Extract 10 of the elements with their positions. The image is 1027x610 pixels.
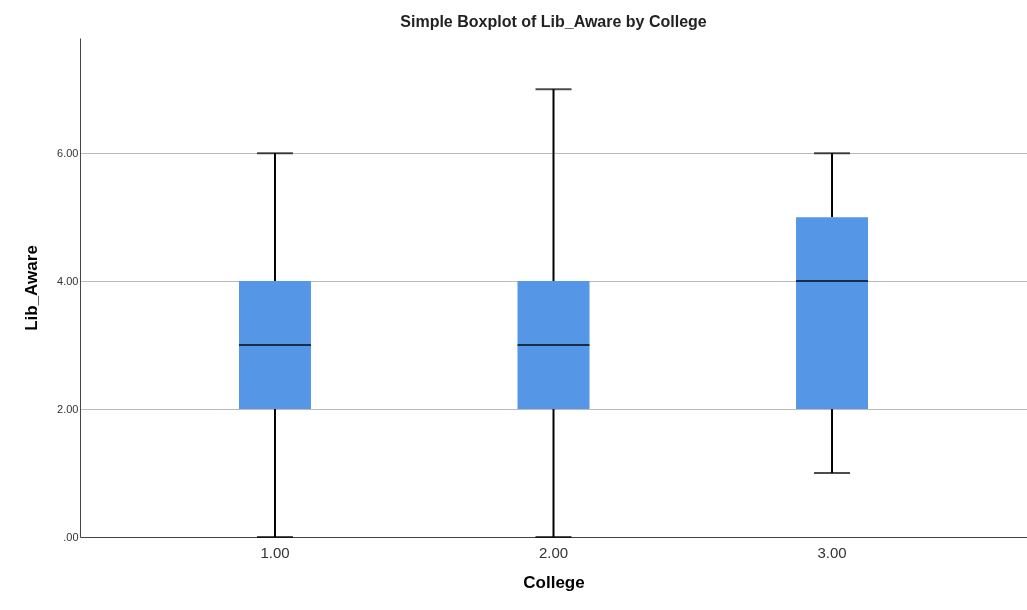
y-axis-title: Lib_Aware	[22, 245, 42, 331]
y-tick-label: 2.00	[57, 402, 79, 415]
y-tick-label: .00	[63, 530, 79, 543]
y-tick-label: 6.00	[57, 146, 79, 159]
y-tick-label: 4.00	[57, 274, 79, 287]
x-tick-label: 1.00	[260, 543, 290, 561]
x-axis-title: College	[523, 572, 585, 592]
chart-title: Simple Boxplot of Lib_Aware by College	[400, 13, 707, 30]
x-tick-label: 2.00	[538, 543, 569, 561]
x-tick-label: 3.00	[817, 543, 847, 561]
